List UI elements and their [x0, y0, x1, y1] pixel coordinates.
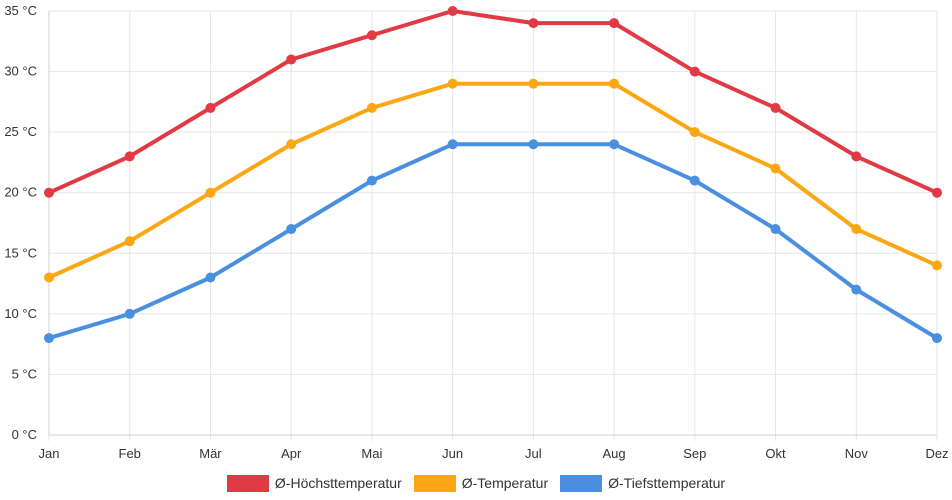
point-low-Feb[interactable]	[124, 308, 135, 319]
x-tick-label: Feb	[119, 446, 141, 461]
legend-swatch-mean	[413, 474, 456, 492]
x-tick-label: Mär	[199, 446, 222, 461]
legend-item-mean[interactable]: Ø-Temperatur	[413, 474, 549, 492]
point-low-Okt[interactable]	[770, 224, 781, 235]
y-tick-label: 30 °C	[4, 64, 37, 79]
x-tick-label: Nov	[845, 446, 869, 461]
point-high-Dez[interactable]	[932, 187, 942, 198]
series-points	[44, 6, 942, 344]
x-tick-label: Okt	[765, 446, 786, 461]
x-tick-label: Apr	[281, 446, 302, 461]
point-mean-Apr[interactable]	[286, 139, 297, 150]
x-tick-label: Dez	[925, 446, 948, 461]
y-tick-label: 35 °C	[4, 3, 37, 18]
x-tick-label: Sep	[683, 446, 706, 461]
point-low-Nov[interactable]	[851, 284, 862, 295]
point-high-Mär[interactable]	[205, 102, 216, 113]
point-high-Jan[interactable]	[44, 187, 54, 198]
point-low-Jun[interactable]	[447, 139, 458, 150]
point-high-Jun[interactable]	[447, 6, 458, 16]
y-tick-label: 20 °C	[4, 185, 37, 200]
point-low-Sep[interactable]	[689, 175, 700, 186]
chart-legend: Ø-Höchsttemperatur Ø-Temperatur Ø-Tiefst…	[0, 472, 952, 494]
point-low-Aug[interactable]	[609, 139, 620, 150]
point-mean-Dez[interactable]	[932, 260, 942, 271]
point-low-Dez[interactable]	[932, 333, 942, 344]
point-mean-Mär[interactable]	[205, 187, 216, 198]
series-line-low	[47, 142, 939, 341]
point-mean-Jun[interactable]	[447, 78, 458, 89]
point-high-Jul[interactable]	[528, 18, 539, 29]
grid-lines	[48, 10, 938, 441]
point-high-Nov[interactable]	[851, 151, 862, 162]
series-lines	[47, 9, 939, 341]
y-tick-label: 15 °C	[4, 245, 37, 260]
point-high-Mai[interactable]	[366, 30, 377, 41]
x-tick-label: Mai	[361, 446, 382, 461]
point-mean-Jan[interactable]	[44, 272, 54, 283]
point-mean-Jul[interactable]	[528, 78, 539, 89]
point-mean-Mai[interactable]	[366, 102, 377, 113]
point-low-Mai[interactable]	[366, 175, 377, 186]
point-mean-Okt[interactable]	[770, 163, 781, 174]
x-tick-label: Aug	[603, 446, 626, 461]
y-axis-tick-labels: 0 °C 5 °C 10 °C 15 °C 20 °C 25 °C 30 °C 35 °C	[4, 3, 37, 442]
point-mean-Aug[interactable]	[609, 78, 620, 89]
series-line-mean	[47, 81, 939, 280]
point-mean-Feb[interactable]	[124, 236, 135, 247]
legend-label-high: Ø-Höchsttemperatur	[274, 475, 402, 491]
point-low-Jul[interactable]	[528, 139, 539, 150]
point-high-Apr[interactable]	[286, 54, 297, 65]
legend-label-low: Ø-Tiefsttemperatur	[608, 475, 726, 491]
x-tick-label: Jan	[39, 446, 60, 461]
legend-swatch-low	[560, 474, 603, 492]
point-high-Feb[interactable]	[124, 151, 135, 162]
point-low-Mär[interactable]	[205, 272, 216, 283]
x-tick-label: Jul	[525, 446, 542, 461]
x-tick-label: Jun	[442, 446, 463, 461]
point-low-Apr[interactable]	[286, 224, 297, 235]
point-high-Sep[interactable]	[689, 66, 700, 77]
point-low-Jan[interactable]	[44, 333, 54, 344]
legend-item-low[interactable]: Ø-Tiefsttemperatur	[560, 474, 726, 492]
point-high-Aug[interactable]	[609, 18, 620, 29]
legend-swatch-high	[226, 474, 269, 492]
y-tick-label: 0 °C	[12, 427, 37, 442]
x-axis-tick-labels: Jan Feb Mär Apr Mai Jun Jul Aug Sep Okt Nov Dez	[39, 446, 949, 461]
legend-item-high[interactable]: Ø-Höchsttemperatur	[226, 474, 402, 492]
legend-label-mean: Ø-Temperatur	[461, 475, 549, 491]
point-high-Okt[interactable]	[770, 102, 781, 113]
y-tick-label: 5 °C	[12, 366, 37, 381]
point-mean-Nov[interactable]	[851, 224, 862, 235]
y-tick-label: 25 °C	[4, 124, 37, 139]
y-tick-label: 10 °C	[4, 306, 37, 321]
point-mean-Sep[interactable]	[689, 127, 700, 138]
series-line-high	[47, 9, 939, 195]
